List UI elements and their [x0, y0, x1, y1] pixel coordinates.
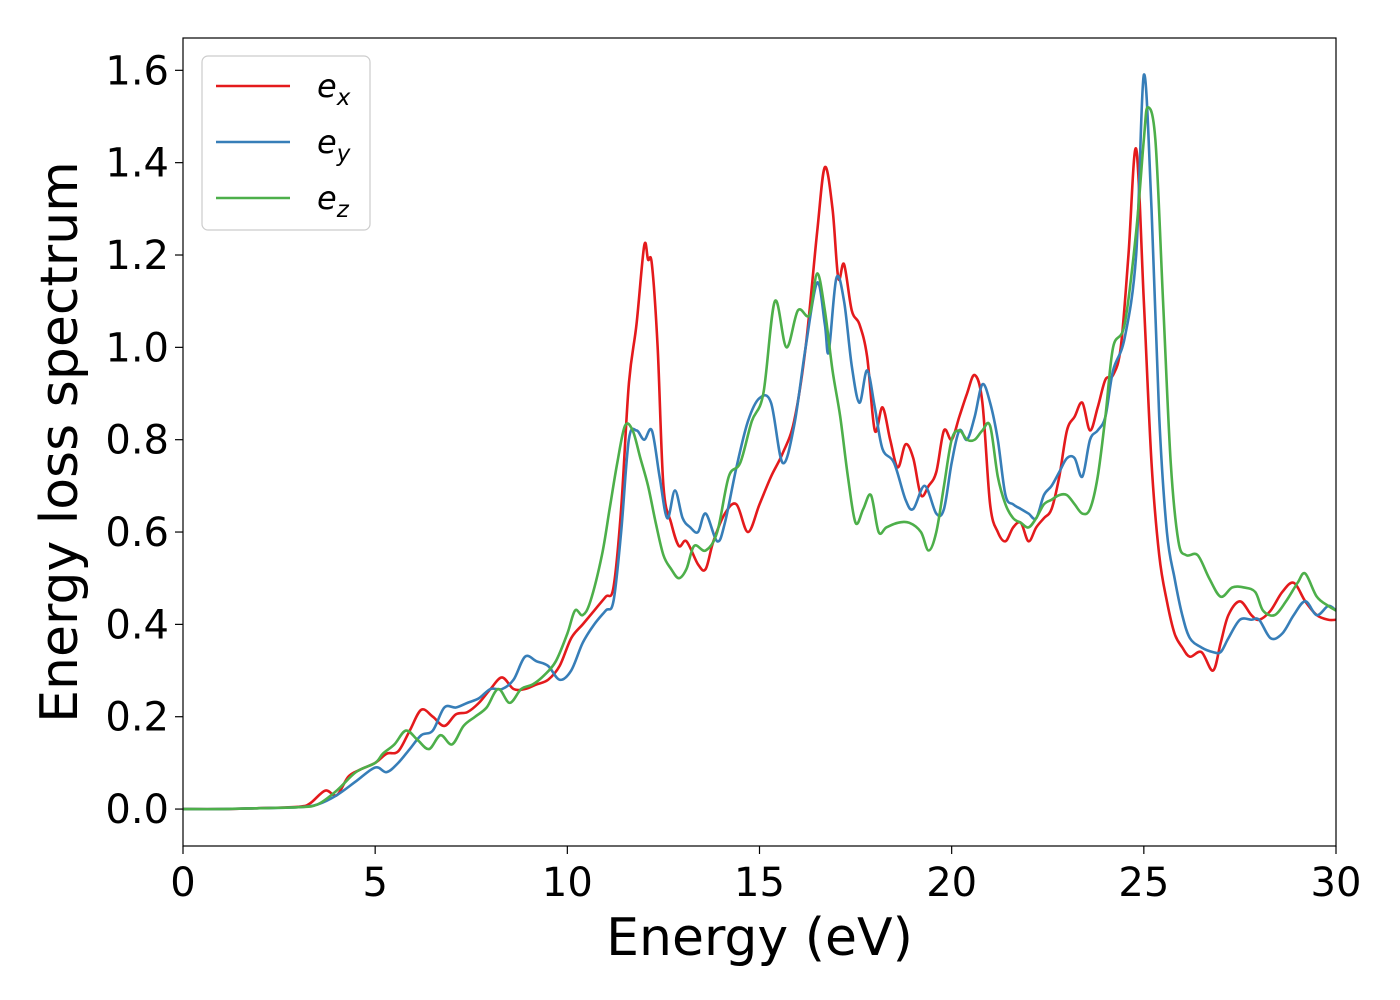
x-tick-label: 15 [734, 860, 785, 906]
series-line-y [183, 73, 1336, 811]
legend-label-x: ex [317, 67, 351, 111]
x-tick-label: 25 [1118, 860, 1169, 906]
x-tick-label: 20 [926, 860, 977, 906]
series-line-z [183, 105, 1336, 811]
legend: ex ey ez [201, 55, 371, 231]
y-tick-label: 0.2 [105, 695, 169, 741]
x-tick-label: 0 [170, 860, 195, 906]
y-tick-label: 1.4 [105, 141, 169, 187]
y-tick-label: 0.0 [105, 787, 169, 833]
y-tick-label: 1.2 [105, 233, 169, 279]
y-tick-label: 1.0 [105, 325, 169, 371]
x-tick-label: 10 [542, 860, 593, 906]
x-tick-label: 5 [362, 860, 387, 906]
y-axis-title: Energy loss spectrum [30, 161, 90, 723]
series-line-x [183, 147, 1336, 811]
y-axis: 0.0 0.2 0.4 0.6 0.8 1.0 1.2 1.4 1.6 [105, 48, 183, 833]
x-axis: 0 5 10 15 20 25 30 [170, 846, 1361, 906]
x-tick-label: 30 [1311, 860, 1362, 906]
legend-label-z: ez [317, 179, 350, 223]
y-tick-label: 0.4 [105, 602, 169, 648]
y-tick-label: 0.6 [105, 510, 169, 556]
legend-label-y: ey [317, 123, 351, 167]
y-tick-label: 1.6 [105, 48, 169, 94]
x-axis-title: Energy (eV) [606, 908, 913, 968]
y-tick-label: 0.8 [105, 418, 169, 464]
series-lines [183, 73, 1336, 811]
